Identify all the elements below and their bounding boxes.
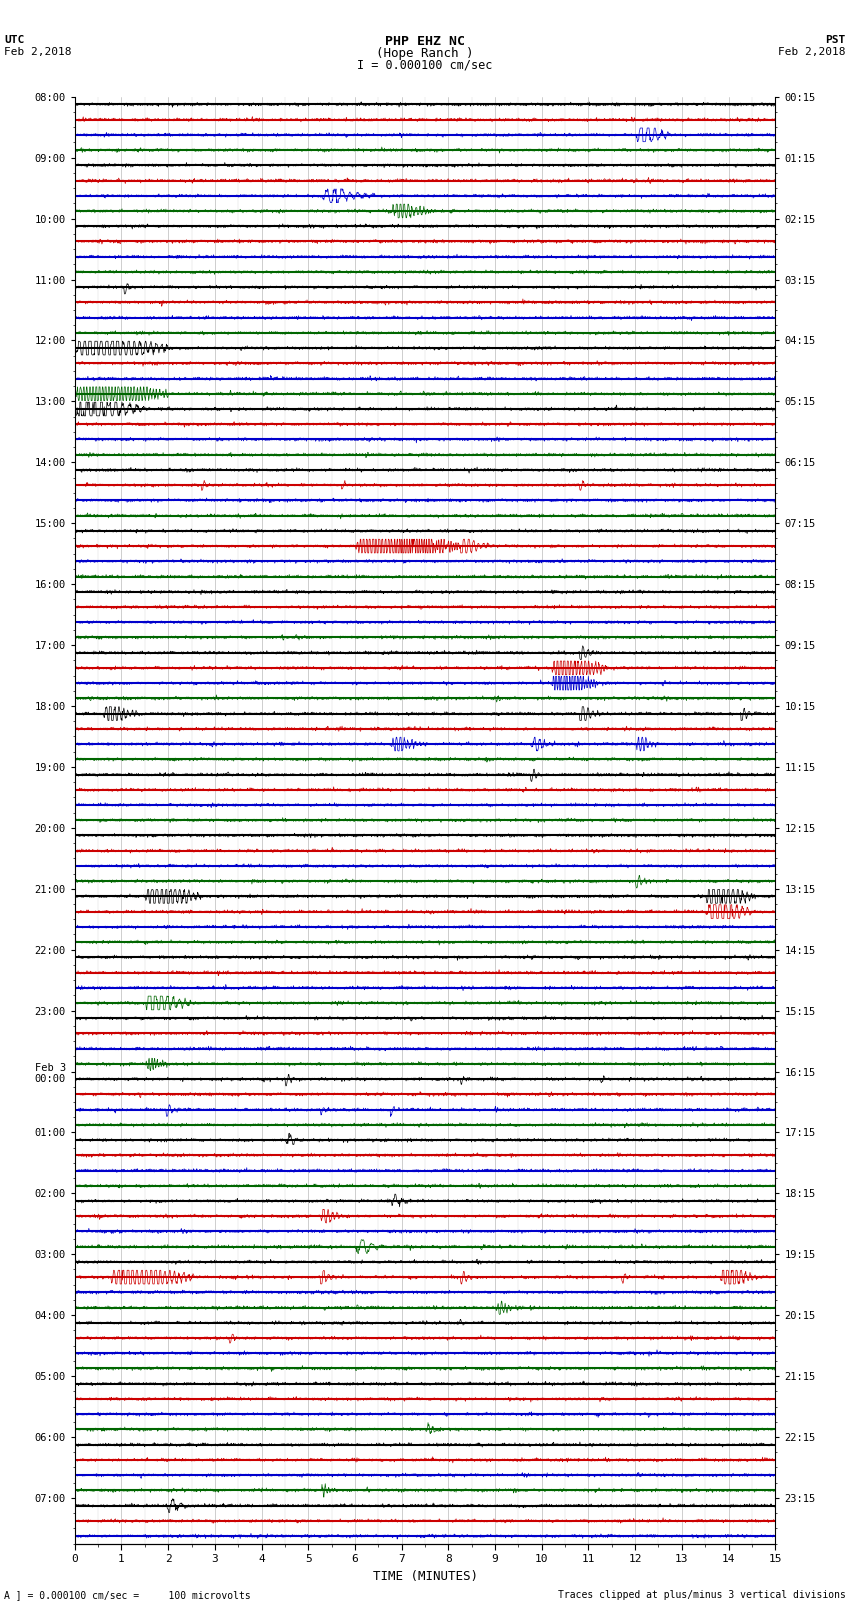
Text: I = 0.000100 cm/sec: I = 0.000100 cm/sec bbox=[357, 58, 493, 71]
Text: Feb 2,2018: Feb 2,2018 bbox=[4, 47, 71, 56]
Text: UTC: UTC bbox=[4, 35, 25, 45]
Text: Feb 2,2018: Feb 2,2018 bbox=[779, 47, 846, 56]
Text: PST: PST bbox=[825, 35, 846, 45]
Text: (Hope Ranch ): (Hope Ranch ) bbox=[377, 47, 473, 60]
Text: A ] = 0.000100 cm/sec =     100 microvolts: A ] = 0.000100 cm/sec = 100 microvolts bbox=[4, 1590, 251, 1600]
Text: PHP EHZ NC: PHP EHZ NC bbox=[385, 35, 465, 48]
Text: Traces clipped at plus/minus 3 vertical divisions: Traces clipped at plus/minus 3 vertical … bbox=[558, 1590, 846, 1600]
X-axis label: TIME (MINUTES): TIME (MINUTES) bbox=[372, 1569, 478, 1582]
